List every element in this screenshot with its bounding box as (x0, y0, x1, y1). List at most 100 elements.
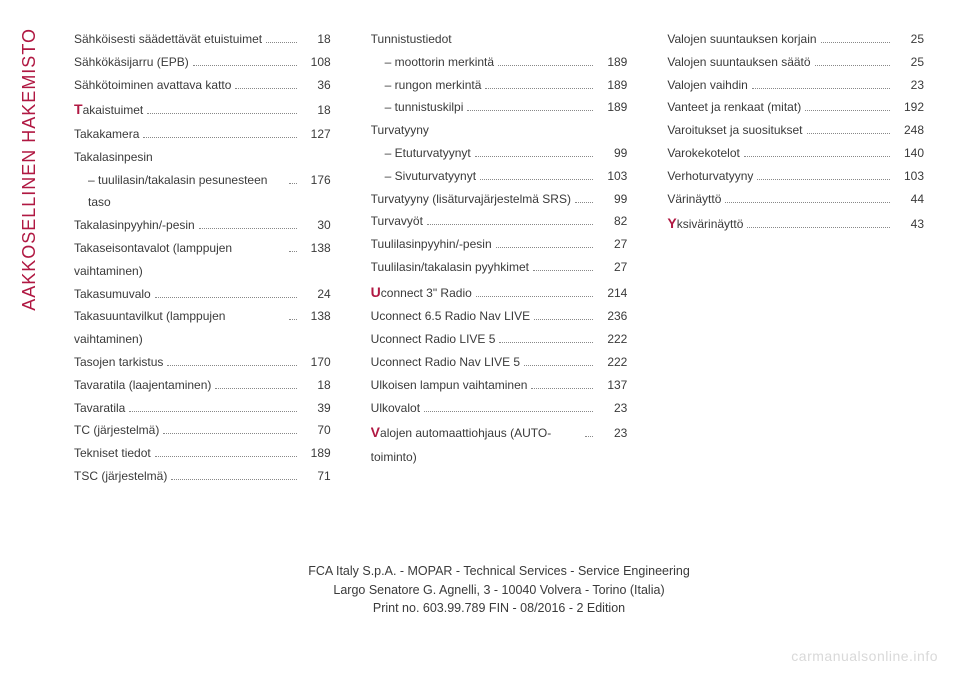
index-page-number: 25 (894, 51, 924, 74)
index-entry-label: Ulkoisen lampun vaihtaminen (371, 374, 528, 397)
index-entry-label: Värinäyttö (667, 188, 721, 211)
index-page-number: 23 (597, 422, 627, 445)
index-entry: Uconnect 3" Radio214 (371, 279, 628, 306)
index-leader (199, 218, 297, 229)
index-leader (585, 427, 593, 438)
index-leader (744, 146, 890, 157)
footer-line-2: Largo Senatore G. Agnelli, 3 - 10040 Vol… (74, 581, 924, 600)
index-entry-label: Tavaratila (74, 397, 125, 420)
index-page-number: 39 (301, 397, 331, 420)
index-page-number: 23 (597, 397, 627, 420)
index-entry: – tunnistuskilpi 189 (371, 96, 628, 119)
index-entry-label: Valojen vaihdin (667, 74, 748, 97)
index-entry: TC (järjestelmä)70 (74, 419, 331, 442)
index-page-number: 36 (301, 74, 331, 97)
index-big-letter: Y (667, 215, 676, 231)
index-entry: Sähkötoiminen avattava katto36 (74, 74, 331, 97)
index-leader (524, 355, 593, 366)
index-leader (725, 192, 890, 203)
index-leader (467, 101, 593, 112)
index-big-letter: T (74, 101, 83, 117)
index-leader (485, 78, 593, 89)
index-entry-label: Takalasinpyyhin/-pesin (74, 214, 195, 237)
index-leader (496, 237, 594, 248)
index-entry: Sähkökäsijarru (EPB)108 (74, 51, 331, 74)
index-page-number: 189 (597, 74, 627, 97)
index-entry: TSC (järjestelmä) 71 (74, 465, 331, 488)
index-page-number: 138 (301, 305, 331, 328)
index-page-number: 138 (301, 237, 331, 260)
index-leader (193, 55, 297, 66)
index-entry-label: – rungon merkintä (371, 74, 482, 97)
index-entry: Takalasinpesin (74, 146, 331, 169)
index-leader (147, 104, 296, 115)
index-entry: Valojen automaattiohjaus (AUTO-toiminto)… (371, 419, 628, 468)
index-entry: Ulkoisen lampun vaihtaminen137 (371, 374, 628, 397)
index-page-number: 214 (597, 282, 627, 305)
index-page-number: 27 (597, 256, 627, 279)
index-entry-label: Ulkovalot (371, 397, 420, 420)
index-entry: Takalasinpyyhin/-pesin 30 (74, 214, 331, 237)
index-entry-label: Takalasinpesin (74, 146, 153, 169)
index-page-number: 18 (301, 99, 331, 122)
index-leader (499, 332, 593, 343)
index-entry: – rungon merkintä 189 (371, 74, 628, 97)
index-entry: Uconnect Radio LIVE 5222 (371, 328, 628, 351)
index-entry: Uconnect Radio Nav LIVE 5222 (371, 351, 628, 374)
index-page-number: 127 (301, 123, 331, 146)
index-leader (215, 378, 296, 389)
index-entry-label: Tekniset tiedot (74, 442, 151, 465)
index-entry-label: Tasojen tarkistus (74, 351, 163, 374)
index-page-number: 192 (894, 96, 924, 119)
index-entry: Valojen suuntauksen korjain25 (667, 28, 924, 51)
index-entry-label: Takaseisontavalot (lamppujen vaihtaminen… (74, 237, 285, 283)
index-entry: Uconnect 6.5 Radio Nav LIVE236 (371, 305, 628, 328)
index-leader (752, 78, 890, 89)
index-entry: Takakamera127 (74, 123, 331, 146)
index-entry-label: Tuulilasin/takalasin pyyhkimet (371, 256, 529, 279)
index-page-number: 140 (894, 142, 924, 165)
index-page-number: 189 (301, 442, 331, 465)
index-leader (807, 123, 890, 134)
index-page-number: 248 (894, 119, 924, 142)
index-entry-label: – tunnistuskilpi (371, 96, 464, 119)
column-3: Valojen suuntauksen korjain25Valojen suu… (667, 28, 924, 488)
index-leader (163, 424, 296, 435)
index-page-number: 189 (597, 96, 627, 119)
index-entry-label: Sähkökäsijarru (EPB) (74, 51, 189, 74)
index-leader (747, 218, 890, 229)
content-area: Sähköisesti säädettävät etuistuimet18Säh… (58, 0, 960, 678)
index-page-number: 18 (301, 374, 331, 397)
index-leader (424, 401, 593, 412)
index-entry: Ulkovalot 23 (371, 397, 628, 420)
index-leader (498, 55, 593, 66)
index-entry: Turvatyyny (lisäturvajärjestelmä SRS)99 (371, 188, 628, 211)
index-entry: Valojen suuntauksen säätö25 (667, 51, 924, 74)
index-entry-label: TSC (järjestelmä) (74, 465, 167, 488)
index-entry: Varokekotelot140 (667, 142, 924, 165)
watermark: carmanualsonline.info (791, 648, 938, 664)
index-leader (534, 310, 593, 321)
index-entry-label: Sähköisesti säädettävät etuistuimet (74, 28, 262, 51)
index-entry: – tuulilasin/takalasin pesunesteen taso1… (74, 169, 331, 215)
index-entry: Turvatyyny (371, 119, 628, 142)
index-entry-label: Turvavyöt (371, 210, 423, 233)
index-entry: Tuulilasin/takalasin pyyhkimet 27 (371, 256, 628, 279)
index-leader (289, 241, 297, 252)
index-entry-label: Uconnect Radio Nav LIVE 5 (371, 351, 520, 374)
index-page-number: 30 (301, 214, 331, 237)
index-entry: Tavaratila (laajentaminen)18 (74, 374, 331, 397)
index-big-letter: V (371, 424, 380, 440)
index-entry: Tekniset tiedot 189 (74, 442, 331, 465)
index-leader (143, 127, 296, 138)
index-entry: Takasuuntavilkut (lamppujen vaihtaminen)… (74, 305, 331, 351)
index-entry: Takaistuimet18 (74, 96, 331, 123)
index-entry-label: Vanteet ja renkaat (mitat) (667, 96, 801, 119)
index-page-number: 222 (597, 328, 627, 351)
index-entry-label: – Sivuturvatyynyt (371, 165, 476, 188)
index-page-number: 71 (301, 465, 331, 488)
index-leader (235, 78, 296, 89)
index-entry: – moottorin merkintä189 (371, 51, 628, 74)
index-leader (757, 169, 890, 180)
index-leader (533, 260, 593, 271)
